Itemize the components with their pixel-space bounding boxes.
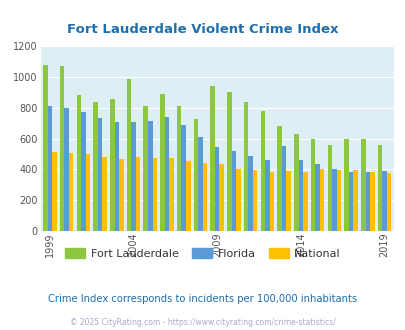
Bar [360,139,365,231]
Bar [160,94,164,231]
Bar [231,151,236,231]
Bar [315,164,319,231]
Bar [43,65,47,231]
Bar [343,139,348,231]
Bar [52,152,56,231]
Bar [281,146,286,231]
Bar [386,173,390,231]
Bar [365,172,369,231]
Bar [198,137,202,231]
Bar [110,99,114,231]
Bar [47,106,52,231]
Bar [126,79,131,231]
Bar [164,117,169,231]
Bar [303,172,307,231]
Bar [185,161,190,231]
Bar [60,66,64,231]
Bar [327,145,331,231]
Bar [348,172,352,231]
Bar [102,157,107,231]
Bar [382,171,386,231]
Bar [252,170,257,231]
Text: Fort Lauderdale Violent Crime Index: Fort Lauderdale Violent Crime Index [67,23,338,36]
Legend: Fort Lauderdale, Florida, National: Fort Lauderdale, Florida, National [60,244,345,263]
Bar [148,121,152,231]
Bar [319,169,324,231]
Bar [227,92,231,231]
Bar [243,102,248,231]
Bar [93,102,98,231]
Bar [114,122,119,231]
Bar [81,112,85,231]
Bar [219,164,224,231]
Bar [377,145,382,231]
Bar [214,147,219,231]
Bar [169,158,173,231]
Bar [131,122,135,231]
Bar [298,160,303,231]
Bar [135,157,140,231]
Bar [352,170,357,231]
Bar [286,171,290,231]
Bar [98,118,102,231]
Bar [236,169,240,231]
Bar [143,106,148,231]
Bar [181,125,185,231]
Bar [336,170,340,231]
Bar [85,154,90,231]
Bar [152,158,157,231]
Bar [248,155,252,231]
Bar [293,134,298,231]
Bar [202,163,207,231]
Bar [260,111,264,231]
Bar [277,126,281,231]
Bar [177,106,181,231]
Bar [269,173,273,231]
Bar [369,173,374,231]
Bar [68,153,73,231]
Bar [76,95,81,231]
Bar [64,108,68,231]
Text: © 2025 CityRating.com - https://www.cityrating.com/crime-statistics/: © 2025 CityRating.com - https://www.city… [70,318,335,327]
Text: Crime Index corresponds to incidents per 100,000 inhabitants: Crime Index corresponds to incidents per… [48,294,357,304]
Bar [210,86,214,231]
Bar [119,159,123,231]
Bar [310,139,315,231]
Bar [193,118,198,231]
Bar [264,160,269,231]
Bar [331,169,336,231]
